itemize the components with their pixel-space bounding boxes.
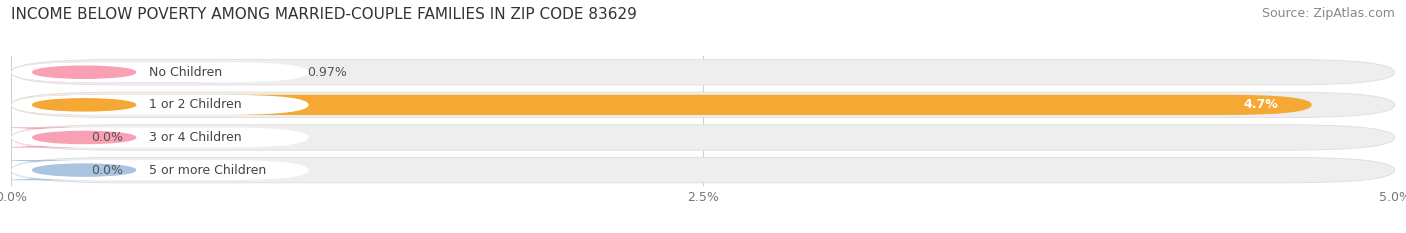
FancyBboxPatch shape: [11, 62, 309, 82]
FancyBboxPatch shape: [11, 127, 309, 147]
FancyBboxPatch shape: [11, 157, 1395, 183]
FancyBboxPatch shape: [11, 95, 309, 115]
FancyBboxPatch shape: [11, 160, 309, 180]
FancyBboxPatch shape: [11, 59, 1395, 85]
FancyBboxPatch shape: [11, 125, 1395, 150]
FancyBboxPatch shape: [0, 160, 97, 180]
Circle shape: [32, 131, 135, 144]
Text: 4.7%: 4.7%: [1244, 98, 1278, 111]
Circle shape: [32, 99, 135, 111]
FancyBboxPatch shape: [11, 62, 280, 82]
Text: 5 or more Children: 5 or more Children: [149, 164, 267, 177]
Text: No Children: No Children: [149, 66, 222, 79]
Text: 1 or 2 Children: 1 or 2 Children: [149, 98, 242, 111]
Circle shape: [32, 66, 135, 78]
Text: Source: ZipAtlas.com: Source: ZipAtlas.com: [1261, 7, 1395, 20]
Circle shape: [32, 164, 135, 176]
FancyBboxPatch shape: [11, 92, 1395, 118]
Text: 0.0%: 0.0%: [91, 164, 124, 177]
Text: 3 or 4 Children: 3 or 4 Children: [149, 131, 242, 144]
Text: INCOME BELOW POVERTY AMONG MARRIED-COUPLE FAMILIES IN ZIP CODE 83629: INCOME BELOW POVERTY AMONG MARRIED-COUPL…: [11, 7, 637, 22]
FancyBboxPatch shape: [11, 95, 1312, 115]
FancyBboxPatch shape: [0, 127, 97, 147]
Text: 0.97%: 0.97%: [308, 66, 347, 79]
Text: 0.0%: 0.0%: [91, 131, 124, 144]
